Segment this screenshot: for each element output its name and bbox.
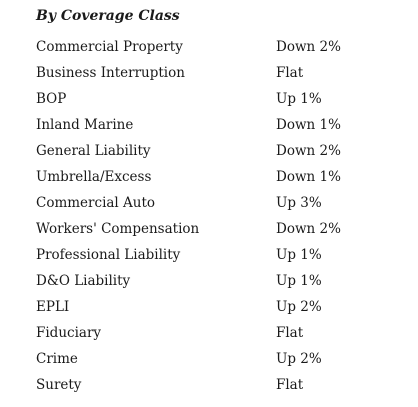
section-heading: By Coverage Class [36,8,180,24]
rate-change-value: Up 1% [276,91,322,107]
coverage-class-label: Fiduciary [36,325,102,341]
rate-change-value: Up 2% [276,299,322,315]
coverage-class-label: Commercial Auto [36,195,156,211]
coverage-class-label: Commercial Property [36,39,183,55]
coverage-class-label: EPLI [36,299,70,315]
table-row: Workers' Compensation Down 2% [36,220,386,246]
rate-change-value: Up 2% [276,351,322,367]
table-row: D&O Liability Up 1% [36,272,386,298]
coverage-class-label: D&O Liability [36,273,131,289]
table-row: EPLI Up 2% [36,298,386,324]
table-row: Fiduciary Flat [36,324,386,350]
rate-change-value: Up 3% [276,195,322,211]
table-row: BOP Up 1% [36,90,386,116]
coverage-class-label: Surety [36,377,82,393]
table-row: Commercial Property Down 2% [36,38,386,64]
table-row: Surety Flat [36,376,386,402]
table-row: Inland Marine Down 1% [36,116,386,142]
coverage-class-label: Workers' Compensation [36,221,200,237]
coverage-class-label: Business Interruption [36,65,185,81]
table-row: Crime Up 2% [36,350,386,376]
coverage-rate-table: Commercial Property Down 2% Business Int… [36,38,386,402]
rate-change-value: Down 1% [276,169,341,185]
coverage-class-label: Professional Liability [36,247,181,263]
coverage-class-label: Inland Marine [36,117,134,133]
rate-change-value: Up 1% [276,273,322,289]
table-row: Commercial Auto Up 3% [36,194,386,220]
coverage-class-label: Crime [36,351,78,367]
rate-change-value: Down 2% [276,221,341,237]
rate-change-value: Down 2% [276,143,341,159]
rate-change-value: Flat [276,325,304,341]
table-row: Umbrella/Excess Down 1% [36,168,386,194]
rate-change-value: Flat [276,377,304,393]
table-row: Professional Liability Up 1% [36,246,386,272]
coverage-class-label: BOP [36,91,67,107]
table-row: Business Interruption Flat [36,64,386,90]
coverage-class-label: General Liability [36,143,151,159]
rate-change-value: Down 2% [276,39,341,55]
rate-change-value: Flat [276,65,304,81]
rate-change-value: Up 1% [276,247,322,263]
coverage-class-label: Umbrella/Excess [36,169,152,185]
table-row: General Liability Down 2% [36,142,386,168]
rate-change-value: Down 1% [276,117,341,133]
